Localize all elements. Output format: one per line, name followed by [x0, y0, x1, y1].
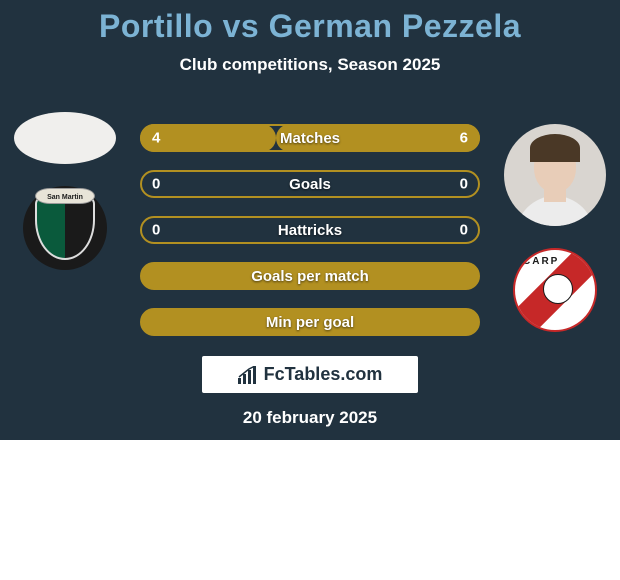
stat-value-left: 0	[152, 176, 160, 193]
player-left-column: San Martin	[10, 112, 120, 270]
stat-label: Goals	[140, 176, 480, 193]
brand-text: FcTables.com	[264, 364, 383, 385]
stats-container: Matches46Goals00Hattricks00Goals per mat…	[140, 124, 480, 354]
club-badge-label: San Martin	[37, 194, 93, 201]
blank-area	[0, 440, 620, 580]
club-badge-river-plate: CARP	[513, 248, 597, 332]
stat-label: Hattricks	[140, 222, 480, 239]
player-right-column: CARP	[500, 124, 610, 332]
comparison-card: Portillo vs German Pezzela Club competit…	[0, 0, 620, 440]
club-badge-san-martin: San Martin	[23, 186, 107, 270]
stat-value-right: 0	[460, 222, 468, 239]
brand-badge: FcTables.com	[202, 356, 418, 393]
stat-row: Min per goal	[140, 308, 480, 336]
page-title: Portillo vs German Pezzela	[0, 0, 620, 45]
stat-row: Hattricks0 0	[140, 216, 480, 244]
stat-label: Goals per match	[140, 268, 480, 285]
subtitle: Club competitions, Season 2025	[0, 55, 620, 75]
stat-row: Matches4 6	[140, 124, 480, 152]
stat-label: Matches	[140, 130, 480, 147]
footer-date: 20 february 2025	[0, 408, 620, 428]
stat-label: Min per goal	[140, 314, 480, 331]
player-right-avatar	[504, 124, 606, 226]
stat-value-left: 4	[152, 130, 160, 147]
stat-row: Goals0 0	[140, 170, 480, 198]
player-left-avatar	[14, 112, 116, 164]
stat-value-left: 0	[152, 222, 160, 239]
stat-row: Goals per match	[140, 262, 480, 290]
stat-value-right: 0	[460, 176, 468, 193]
stat-value-right: 6	[460, 130, 468, 147]
brand-icon	[238, 366, 260, 384]
